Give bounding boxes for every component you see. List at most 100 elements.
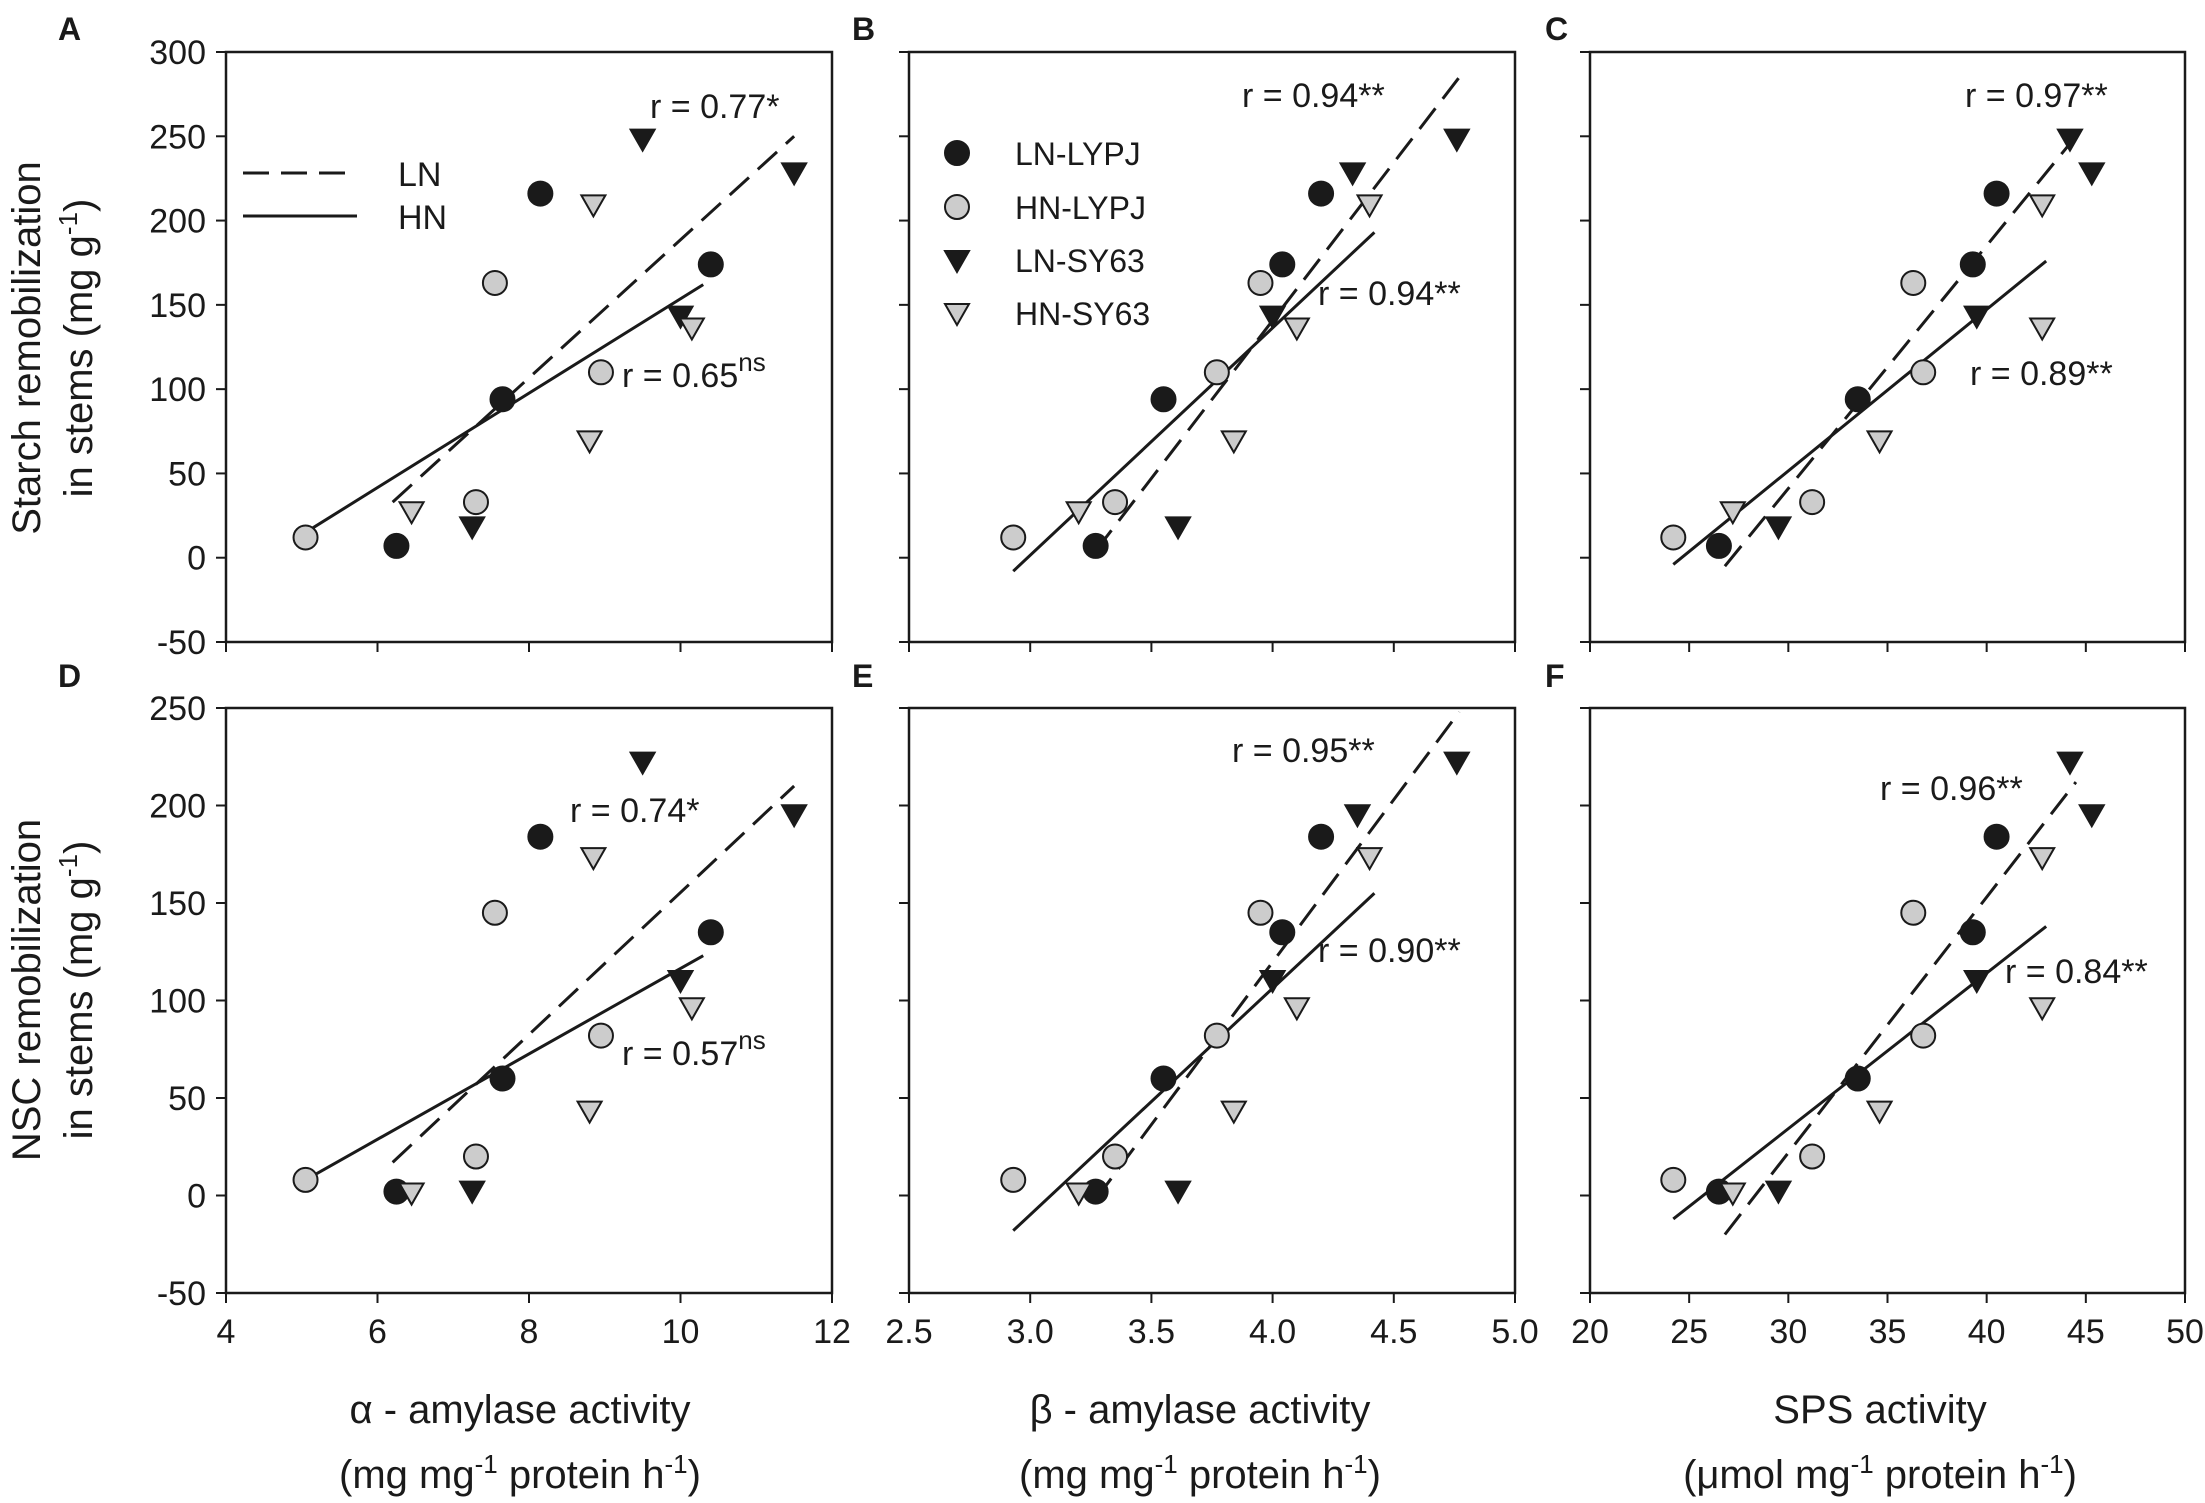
data-point-hn-lypj (1900, 899, 1927, 926)
data-point-ln-sy63 (628, 128, 657, 153)
data-point-ln-lypj (1844, 1065, 1871, 1092)
xlabel-sps-line1: SPS activity (1773, 1388, 1986, 1432)
data-point-ln-lypj (1959, 919, 1986, 946)
legend-ln-label: LN (398, 156, 441, 194)
panel-D: D -50 0 50 100 150 200 250 4 6 8 10 12 r = 0.74* r = 0… (58, 658, 851, 1351)
data-point-hn-lypj (481, 899, 508, 926)
x-tick-label: 3.5 (1128, 1313, 1175, 1351)
data-point-hn-lypj (1799, 1143, 1826, 1170)
x-tick-label: 3.0 (1007, 1313, 1054, 1351)
y-tick-label: 100 (149, 983, 206, 1021)
data-point-ln-lypj (489, 386, 516, 413)
data-point-ln-sy63 (780, 162, 808, 187)
panel-letter: F (1545, 658, 1565, 694)
ylabel-bottom-line1: NSC remobilization (5, 819, 49, 1161)
data-point-ln-sy63 (666, 970, 695, 995)
data-point-hn-sy63 (1283, 997, 1311, 1022)
data-point-hn-sy63 (2028, 194, 2056, 219)
y-tick-label: 200 (149, 788, 206, 826)
data-point-hn-lypj (462, 489, 489, 516)
data-point-ln-lypj (527, 823, 554, 850)
data-point-hn-lypj (1910, 1022, 1937, 1049)
fit-line-ln (1094, 711, 1461, 1201)
data-point-ln-sy63 (666, 305, 695, 330)
data-point-ln-sy63 (1164, 516, 1192, 541)
panel-letter: C (1545, 11, 1568, 47)
data-point-hn-lypj (1203, 359, 1230, 386)
x-tick-label: 40 (1968, 1313, 2006, 1351)
panel-letter: E (852, 658, 873, 694)
r-annotation-hn: r = 0.84** (2005, 953, 2148, 991)
data-point-ln-lypj (1959, 251, 1986, 278)
y-tick-label: 50 (168, 1080, 206, 1118)
data-point-hn-sy63 (575, 1100, 604, 1125)
data-point-ln-lypj (383, 532, 410, 559)
y-tick-label: 50 (168, 455, 206, 493)
data-point-hn-sy63 (1064, 1182, 1093, 1207)
panel-letter: B (852, 11, 875, 47)
r-annotation-ln: r = 0.77* (650, 88, 779, 126)
data-point-ln-lypj (1269, 251, 1296, 278)
panel-frame (1588, 50, 2187, 644)
data-point-hn-sy63 (2028, 317, 2056, 342)
data-point-ln-lypj (1705, 532, 1732, 559)
data-point-hn-lypj (587, 1022, 614, 1049)
data-point-ln-lypj (1150, 1065, 1177, 1092)
y-tick-label: 0 (187, 1178, 206, 1216)
data-point-ln-lypj (1308, 180, 1335, 207)
data-point-hn-lypj (1799, 489, 1826, 516)
panel-C: Cr = 0.97** r = 0.89** (1545, 11, 2187, 652)
data-point-hn-sy63 (2028, 997, 2056, 1022)
data-point-hn-sy63 (678, 997, 706, 1022)
data-point-hn-lypj (1247, 899, 1274, 926)
data-point-ln-lypj (1844, 386, 1871, 413)
y-tick-label: 200 (149, 203, 206, 241)
fit-line-hn (1012, 892, 1376, 1232)
data-point-ln-lypj (1308, 823, 1335, 850)
data-point-hn-sy63 (1220, 1100, 1248, 1125)
data-point-hn-sy63 (1865, 430, 1894, 455)
r-annotation-hn: r = 0.89** (1970, 355, 2113, 393)
data-point-ln-sy63 (458, 516, 486, 541)
data-point-ln-sy63 (458, 1180, 486, 1205)
legend-lines: LN HN (243, 156, 447, 237)
fit-line-ln (1723, 781, 2078, 1236)
data-point-ln-lypj (1082, 532, 1109, 559)
data-point-hn-lypj (1000, 1166, 1027, 1193)
panel-frame (907, 50, 1517, 644)
data-point-hn-sy63 (1220, 430, 1248, 455)
data-point-hn-sy63 (1719, 1182, 1747, 1207)
data-point-ln-lypj (697, 919, 724, 946)
data-point-hn-sy63 (397, 501, 426, 526)
legend-ln-lypj-marker (944, 140, 970, 166)
y-tick-label: -50 (157, 624, 206, 662)
legend-hn-lypj-label: HN-LYPJ (1015, 190, 1146, 226)
data-point-ln-sy63 (1164, 1180, 1192, 1205)
data-point-hn-sy63 (1719, 501, 1747, 526)
x-tick-label: 8 (520, 1313, 539, 1351)
x-tick-label: 45 (2067, 1313, 2105, 1351)
y-tick-label: -50 (157, 1275, 206, 1313)
data-point-hn-lypj (1910, 359, 1937, 386)
y-tick-label: 100 (149, 371, 206, 409)
data-point-hn-sy63 (678, 317, 706, 342)
fit-line-ln (391, 135, 796, 504)
data-point-hn-lypj (292, 524, 319, 551)
data-point-hn-lypj (292, 1166, 319, 1193)
legend-hn-lypj-marker (944, 194, 970, 220)
data-point-ln-lypj (1150, 386, 1177, 413)
r-annotation-hn: r = 0.57ns (622, 1025, 766, 1073)
data-point-ln-sy63 (1443, 751, 1471, 776)
data-point-ln-sy63 (1258, 305, 1287, 330)
x-tick-label: 6 (368, 1313, 387, 1351)
panel-B: Br = 0.94** r = 0.94** (852, 11, 1517, 652)
data-point-hn-lypj (1660, 524, 1687, 551)
panel-letter: A (58, 11, 81, 47)
data-point-hn-sy63 (1355, 847, 1384, 872)
data-point-hn-sy63 (2028, 847, 2056, 872)
legend-hn-sy63-label: HN-SY63 (1015, 296, 1150, 332)
data-point-hn-sy63 (579, 194, 608, 219)
r-annotation-ln: r = 0.95** (1232, 732, 1375, 770)
